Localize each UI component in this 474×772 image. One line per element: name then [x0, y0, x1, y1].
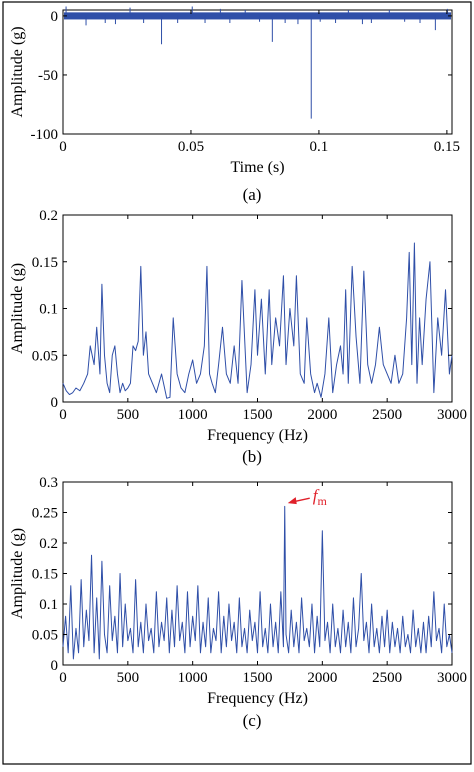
annotation-label: fm [313, 486, 328, 508]
x-tick-label: 3000 [437, 407, 467, 423]
x-axis-label: Frequency (Hz) [207, 427, 308, 444]
y-tick-label: 0 [51, 395, 59, 411]
x-axis-label: Frequency (Hz) [207, 690, 308, 707]
baseline-noise-band [64, 12, 451, 20]
x-tick-label: 3000 [437, 670, 467, 686]
annotation-arrow-line [293, 497, 310, 503]
data-series-line [62, 505, 453, 660]
chart-panel-b: 0 500 1000 1500 2000 2500 3000 0 0.05 0.1 0.15 0.2 F… [9, 208, 467, 466]
x-tick-label: 0.15 [434, 139, 460, 155]
y-tick-label: 0.3 [39, 475, 58, 491]
panel-label: (a) [243, 185, 262, 204]
annotation-arrow-head [287, 497, 297, 505]
annotation-subscript: m [317, 494, 327, 508]
x-tick-label: 0 [59, 407, 67, 423]
y-tick-label: 0.1 [39, 597, 58, 613]
y-tick-label: 0.05 [32, 348, 58, 364]
x-tick-label: 0.05 [178, 139, 204, 155]
x-tick-label: 2000 [307, 407, 337, 423]
chart-panel-a: 0 0.05 0.1 0.15 0 -50 -100 Time (s) Amplitude (g… [9, 6, 460, 204]
chart-panel-c: 0 500 1000 1500 2000 2500 3000 0 0.05 0.1 0.15 0.2 0… [9, 475, 467, 730]
axes-frame [62, 9, 453, 135]
panel-label: (b) [242, 447, 262, 466]
y-tick-label: 0.15 [32, 567, 58, 583]
y-axis-label: Amplitude (g) [9, 528, 26, 619]
x-tick-label: 2500 [372, 670, 402, 686]
x-tick-label: 0 [59, 670, 67, 686]
x-tick-label: 1000 [178, 670, 208, 686]
y-axis-label: Amplitude (g) [9, 263, 26, 354]
x-tick-label: 1500 [243, 407, 273, 423]
y-tick-label: 0.1 [39, 302, 58, 318]
data-series-line [62, 242, 453, 399]
y-axis-label: Amplitude (g) [9, 26, 26, 117]
panel-label: (c) [243, 711, 262, 730]
data-series-line [65, 6, 448, 119]
x-axis-label: Time (s) [230, 159, 284, 176]
y-tick-label: -50 [38, 68, 58, 84]
y-tick-label: 0.15 [32, 255, 58, 271]
y-tick-label: 0.05 [32, 628, 58, 644]
y-tick-label: -100 [31, 127, 59, 143]
y-tick-label: 0.2 [39, 208, 58, 224]
x-tick-label: 0 [59, 139, 67, 155]
y-tick-label: 0 [51, 658, 59, 674]
axes-frame [62, 214, 453, 403]
x-tick-label: 2000 [307, 670, 337, 686]
x-tick-label: 2500 [372, 407, 402, 423]
y-tick-label: 0.25 [32, 506, 58, 522]
y-tick-label: 0 [51, 9, 59, 25]
y-tick-label: 0.2 [39, 536, 58, 552]
x-tick-label: 500 [117, 407, 140, 423]
x-tick-label: 1000 [178, 407, 208, 423]
x-tick-label: 0.1 [310, 139, 329, 155]
x-tick-label: 1500 [243, 670, 273, 686]
x-tick-label: 500 [117, 670, 140, 686]
